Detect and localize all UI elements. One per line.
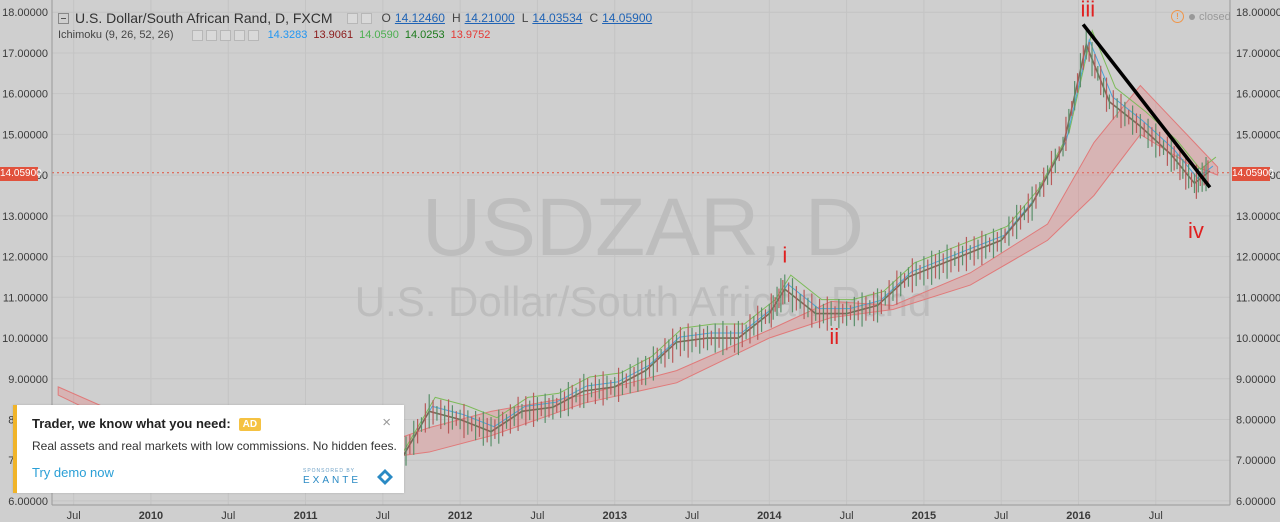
chart-header: U.S. Dollar/South African Rand, D, FXCM …: [58, 8, 652, 28]
y-tick-right: 9.00000: [1236, 374, 1276, 386]
wave-label: ii: [829, 324, 839, 349]
ad-banner[interactable]: Trader, we know what you need: AD Real as…: [13, 405, 404, 493]
x-tick: Jul: [840, 510, 854, 522]
x-axis: Jul 2010 Jul 2011 Jul 2012 Jul 2013 Jul 2014 Jul 20…: [52, 504, 1230, 522]
symbol-title: U.S. Dollar/South African Rand, D, FXCM: [75, 10, 333, 26]
y-tick-right: 12.00000: [1236, 252, 1280, 264]
indicator-format-icon[interactable]: [233, 29, 245, 41]
x-tick: Jul: [221, 510, 235, 522]
close-value: 14.05900: [602, 11, 653, 25]
wave-label: iii: [1080, 0, 1095, 21]
x-tick: 2013: [602, 510, 626, 522]
x-tick: Jul: [530, 510, 544, 522]
current-price-tag-right: 14.05900: [1232, 167, 1274, 181]
y-tick-right: 16.00000: [1236, 89, 1280, 101]
status-dot-icon: [1189, 13, 1195, 20]
y-tick-right: 7.00000: [1236, 455, 1276, 467]
indicator-values: 14.3283 13.9061 14.0590 14.0253 13.9752: [262, 29, 491, 41]
indicator-eye-icon[interactable]: [191, 29, 203, 41]
y-tick-right: 6.00000: [1236, 496, 1276, 508]
x-tick: Jul: [685, 510, 699, 522]
current-price-tag-left: 14.05900: [0, 167, 42, 181]
trendline[interactable]: [1081, 23, 1212, 189]
indicator-name: Ichimoku (9, 26, 52, 26): [58, 29, 174, 41]
watermark-symbol: USDZAR, D: [422, 182, 864, 273]
market-status: ! closed: [1171, 10, 1231, 23]
x-tick: 2014: [757, 510, 782, 522]
y-tick-left: 18.00000: [2, 7, 48, 19]
wave-label: iv: [1188, 218, 1204, 243]
close-label: C: [589, 11, 599, 25]
watermark-description: U.S. Dollar/South African Rand: [355, 278, 932, 325]
warning-icon[interactable]: !: [1171, 10, 1184, 23]
x-tick: 2016: [1066, 510, 1090, 522]
indicator-legend: Ichimoku (9, 26, 52, 26) 14.3283 13.9061 1…: [58, 29, 490, 41]
x-tick: 2012: [448, 510, 472, 522]
y-tick-left: 11.00000: [3, 292, 48, 304]
settings-icon[interactable]: [346, 12, 358, 24]
collapse-icon[interactable]: [58, 12, 69, 24]
ad-close-button[interactable]: ×: [382, 414, 391, 431]
y-tick-right: 11.00000: [1236, 292, 1280, 304]
high-value: 14.21000: [464, 11, 515, 25]
open-label: O: [381, 11, 391, 25]
x-tick: Jul: [994, 510, 1008, 522]
try-demo-link[interactable]: Try demo now: [32, 465, 114, 480]
x-tick: Jul: [1149, 510, 1163, 522]
indicator-value: 14.3283: [267, 29, 308, 41]
y-tick-left: 13.00000: [2, 211, 48, 223]
y-axis-right: 18.0000017.0000016.0000015.0000014.00000…: [1229, 0, 1280, 508]
indicator-value: 14.0253: [404, 29, 445, 41]
indicator-value: 13.9752: [450, 29, 491, 41]
indicator-close-icon[interactable]: [247, 29, 259, 41]
ad-sponsor-label: SPONSORED BY: [303, 468, 356, 474]
x-tick: 2010: [139, 510, 163, 522]
x-tick: 2015: [912, 510, 936, 522]
y-tick-left: 6.00000: [8, 496, 48, 508]
y-tick-left: 17.00000: [2, 48, 48, 60]
exante-logo-icon: [377, 469, 393, 485]
indicator-source-icon[interactable]: [219, 29, 231, 41]
y-tick-right: 13.00000: [1236, 211, 1280, 223]
indicator-value: 13.9061: [313, 29, 354, 41]
x-tick: Jul: [67, 510, 81, 522]
open-value: 14.12460: [394, 11, 445, 25]
low-label: L: [521, 11, 529, 25]
ad-title-row: Trader, we know what you need: AD: [32, 416, 262, 431]
y-tick-right: 18.00000: [1236, 7, 1280, 19]
high-label: H: [451, 11, 461, 25]
y-tick-right: 17.00000: [1236, 48, 1280, 60]
y-tick-right: 10.00000: [1236, 333, 1280, 345]
ad-brand: EXANTE: [303, 475, 362, 486]
y-tick-left: 15.00000: [2, 129, 48, 141]
y-tick-left: 16.00000: [2, 89, 48, 101]
indicator-settings-icon[interactable]: [205, 29, 217, 41]
y-tick-left: 12.00000: [2, 252, 48, 264]
ohlc-values: O 14.12460 H 14.21000 L 14.03534 C 14.05…: [375, 11, 653, 25]
y-tick-right: 15.00000: [1236, 129, 1280, 141]
hide-icon[interactable]: [360, 12, 372, 24]
status-text: closed: [1199, 10, 1231, 23]
wave-label: i: [782, 243, 787, 268]
y-tick-left: 9.00000: [8, 374, 48, 386]
y-tick-left: 10.00000: [2, 333, 48, 345]
x-tick: Jul: [376, 510, 390, 522]
ad-description: Real assets and real markets with low co…: [32, 439, 397, 453]
indicator-value: 14.0590: [359, 29, 399, 41]
low-value: 14.03534: [532, 11, 583, 25]
ad-badge: AD: [238, 418, 262, 431]
x-tick: 2011: [294, 510, 318, 522]
y-tick-right: 8.00000: [1236, 414, 1276, 426]
ad-title: Trader, we know what you need:: [32, 416, 231, 431]
